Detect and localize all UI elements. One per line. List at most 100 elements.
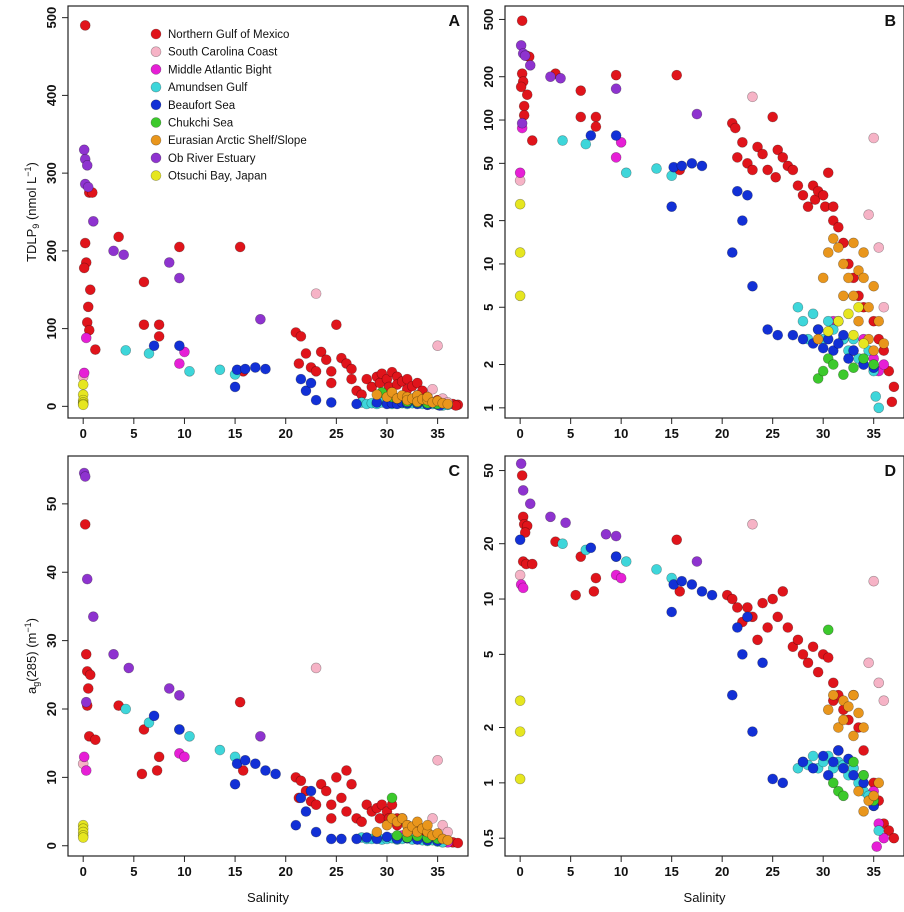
data-point (123, 662, 135, 674)
data-point (90, 734, 101, 746)
legend-label: South Carolina Coast (168, 47, 278, 59)
data-point (870, 391, 882, 402)
data-point (802, 657, 814, 669)
data-point (787, 164, 799, 176)
data-point (250, 758, 261, 769)
data-point (108, 245, 119, 257)
data-point (838, 714, 849, 726)
y-tick-label: 50 (481, 156, 496, 170)
data-point (153, 751, 165, 763)
data-point (674, 586, 686, 597)
data-point (80, 765, 92, 776)
data-point (615, 572, 627, 584)
data-point (371, 826, 383, 838)
data-point (833, 745, 844, 756)
data-point (391, 830, 403, 841)
y-tick-label: 50 (481, 463, 496, 477)
data-point (666, 606, 677, 618)
data-point (848, 345, 859, 356)
y-tick-label: 1 (481, 404, 496, 411)
data-point (361, 373, 373, 385)
data-point (838, 329, 849, 341)
data-point (590, 572, 602, 584)
data-point (325, 799, 337, 811)
data-point (651, 564, 662, 575)
data-point (325, 397, 337, 408)
x-tick-label: 0 (80, 864, 87, 879)
panel-letter-c: C (448, 463, 460, 480)
data-point (570, 589, 582, 601)
data-point (229, 778, 241, 790)
data-point (179, 751, 190, 763)
data-point (787, 641, 799, 653)
data-point (356, 816, 367, 828)
panel-a: A 0 5 10 15 20 25 30 35 0 100 200 300 400 500 TDLP9 (nm… (23, 5, 469, 441)
data-point (817, 189, 829, 201)
y-tick-label: 300 (44, 162, 59, 184)
y-tick-label: 50 (44, 497, 59, 511)
data-point (557, 538, 568, 550)
x-tick-label: 15 (664, 426, 678, 441)
data-point (325, 366, 337, 377)
data-point (361, 799, 373, 811)
data-point (732, 622, 743, 633)
data-point (310, 662, 322, 674)
data-point (82, 301, 94, 313)
data-point (250, 362, 261, 373)
data-point (519, 50, 531, 61)
data-point (833, 221, 844, 233)
data-point (305, 785, 317, 797)
data-point (229, 381, 241, 393)
data-point (770, 171, 782, 183)
data-point (838, 790, 849, 802)
data-point (138, 724, 150, 735)
data-point (742, 611, 753, 623)
x-tick-label: 25 (765, 426, 779, 441)
data-point (153, 331, 165, 342)
data-point (437, 819, 448, 831)
legend: Northern Gulf of Mexico South Carolina Co… (150, 28, 307, 183)
data-point (346, 363, 357, 375)
data-point (863, 301, 874, 313)
data-point (863, 209, 874, 220)
data-point (113, 231, 124, 243)
data-point (315, 778, 327, 790)
x-tick-label: 25 (329, 426, 343, 441)
data-point (514, 198, 526, 210)
data-point (77, 832, 89, 843)
data-point (610, 551, 622, 562)
data-point (239, 363, 251, 375)
x-tick-label: 0 (517, 426, 524, 441)
data-point (516, 15, 528, 27)
data-point (817, 750, 829, 762)
data-point (726, 689, 738, 701)
data-point (812, 324, 824, 335)
data-point (295, 331, 307, 342)
data-point (214, 744, 226, 756)
data-point (868, 345, 879, 356)
x-tick-label: 10 (614, 864, 628, 879)
data-point (827, 233, 839, 244)
data-point (843, 272, 854, 284)
data-point (214, 364, 226, 376)
data-point (871, 841, 883, 852)
y-tick-label: 5 (481, 651, 496, 658)
data-point (300, 348, 312, 359)
data-point (514, 726, 526, 737)
data-point (151, 765, 163, 776)
data-point (118, 249, 129, 261)
data-point (234, 241, 246, 253)
data-point (883, 825, 895, 836)
x-tick-label: 5 (567, 426, 574, 441)
data-point (412, 377, 423, 389)
y-tick-label: 2 (481, 361, 496, 368)
data-point (341, 765, 352, 776)
data-point (79, 519, 91, 530)
data-point (838, 290, 849, 302)
data-point (873, 402, 885, 414)
data-point (526, 135, 538, 146)
data-point (812, 333, 824, 345)
data-point (590, 111, 602, 123)
y-tick-label: 30 (44, 633, 59, 647)
